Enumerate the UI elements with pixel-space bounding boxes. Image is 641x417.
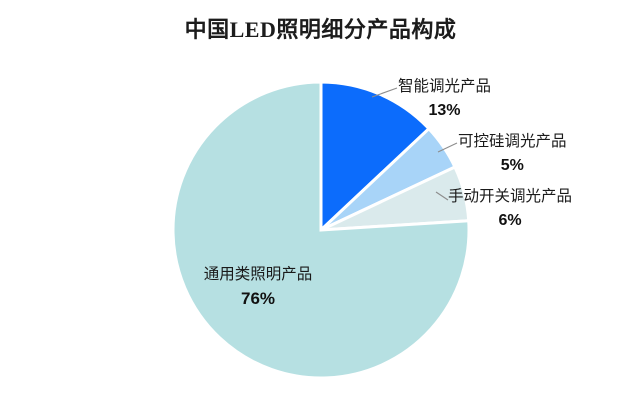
- leader-line-triac-dimming: [437, 142, 458, 153]
- leader-line-manual-switch-dimming: [435, 191, 449, 201]
- callout-label-manual-switch-dimming: 手动开关调光产品: [448, 188, 573, 205]
- callout-label-triac-dimming: 可控硅调光产品: [458, 133, 567, 150]
- callout-triac-dimming: 可控硅调光产品 5%: [458, 131, 567, 178]
- callout-smart-dimming: 智能调光产品 13%: [398, 76, 491, 123]
- leader-lines: [371, 87, 458, 201]
- callout-percent-triac-dimming: 5%: [500, 157, 524, 175]
- chart-title: 中国LED照明细分产品构成: [184, 17, 457, 42]
- callout-label-smart-dimming: 智能调光产品: [398, 78, 492, 95]
- pie-slices: [171, 80, 471, 380]
- callout-percent-general-lighting: 76%: [240, 289, 276, 309]
- callout-percent-manual-switch-dimming: 6%: [498, 212, 522, 230]
- pie-slice-general-lighting[interactable]: [171, 80, 471, 380]
- callout-label-general-lighting: 通用类照明产品: [203, 266, 313, 283]
- callout-manual-switch-dimming: 手动开关调光产品 6%: [448, 186, 572, 233]
- leader-line-smart-dimming: [371, 87, 398, 98]
- callout-percent-smart-dimming: 13%: [428, 102, 461, 120]
- callout-general-lighting: 通用类照明产品 76%: [178, 264, 338, 312]
